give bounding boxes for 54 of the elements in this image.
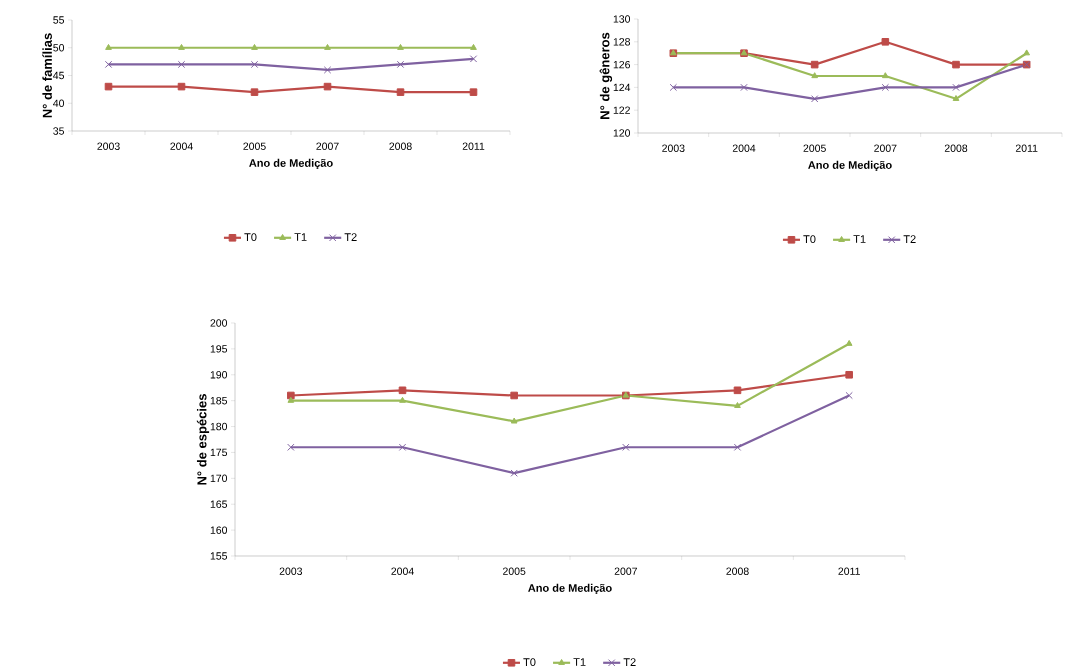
x-tick-label: 2011 [838,567,860,575]
y-tick-label: 35 [53,127,65,135]
legend-label: T0 [244,233,257,241]
y-axis-title: N° de gêneros [599,32,613,119]
x-tick-label: 2008 [944,144,968,152]
y-tick-label: 175 [210,448,228,457]
y-tick-label: 165 [210,500,228,508]
x-tick-label: 2004 [170,142,193,150]
x-tick-label: 2011 [462,142,485,150]
x-tick-label: 2007 [614,567,637,575]
y-tick-label: 55 [53,16,65,24]
x-tick-label: 2005 [243,142,266,150]
legend-label: T1 [573,658,586,666]
x-tick-label: 2007 [874,144,897,152]
y-tick-label: 130 [613,15,631,23]
y-tick-label: 170 [210,474,228,483]
y-tick-label: 40 [53,99,65,107]
x-tick-label: 2003 [279,567,303,575]
legend-label: T0 [803,235,816,243]
y-tick-label: 124 [613,83,631,92]
y-tick-label: 128 [613,38,631,46]
x-tick-label: 2003 [97,142,120,150]
y-tick-label: 120 [613,129,631,137]
y-tick-label: 160 [210,526,228,534]
legend-label: T2 [623,658,636,666]
legend-label: T2 [903,235,916,243]
y-tick-label: 45 [53,71,65,80]
x-tick-label: 2007 [316,142,339,150]
y-tick-label: 180 [210,422,228,431]
y-tick-label: 195 [210,345,228,353]
legend-label: T2 [344,233,357,241]
y-tick-label: 126 [613,60,631,69]
x-tick-label: 2008 [389,142,412,150]
x-tick-label: 2004 [391,567,414,575]
x-axis-title: Ano de Medição [808,160,892,172]
legend-label: T1 [853,235,866,243]
y-tick-label: 200 [210,319,228,327]
y-tick-label: 155 [210,552,228,560]
y-tick-label: 185 [210,396,228,405]
x-axis-title: Ano de Medição [528,583,612,595]
x-tick-label: 2005 [503,567,526,575]
y-tick-label: 190 [210,371,228,379]
y-tick-label: 50 [53,44,65,52]
legend-label: T0 [523,658,536,666]
x-tick-label: 2003 [662,144,685,152]
y-tick-label: 122 [613,106,630,114]
legend-label: T1 [294,233,307,241]
x-tick-label: 2004 [732,144,756,152]
y-axis-title: N° de famílias [42,33,52,118]
x-tick-label: 2011 [1015,144,1038,152]
y-axis-title: N° de espécies [196,394,210,485]
x-tick-label: 2008 [726,567,749,575]
x-axis-title: Ano de Medição [249,158,333,170]
x-tick-label: 2005 [803,144,826,152]
